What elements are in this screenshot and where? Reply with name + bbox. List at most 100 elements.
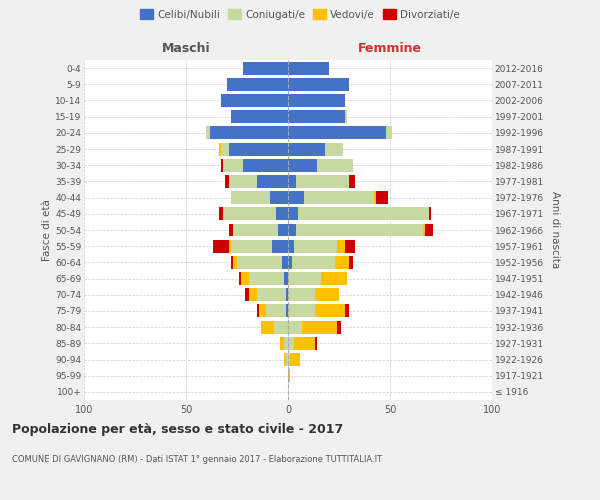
Bar — [218, 142, 221, 156]
Bar — [386, 126, 392, 140]
Bar — [314, 288, 339, 301]
Bar — [212, 240, 229, 252]
Bar — [288, 175, 296, 188]
Bar — [284, 337, 288, 350]
Bar — [337, 240, 345, 252]
Bar — [218, 208, 223, 220]
Bar — [221, 159, 223, 172]
Bar — [221, 94, 288, 107]
Bar — [345, 304, 349, 318]
Bar — [286, 304, 288, 318]
Bar — [262, 320, 274, 334]
Bar — [257, 175, 288, 188]
Bar — [425, 224, 433, 236]
Bar — [290, 353, 300, 366]
Bar — [288, 320, 302, 334]
Bar — [345, 110, 347, 123]
Bar — [288, 256, 292, 269]
Bar — [225, 175, 229, 188]
Bar — [206, 126, 211, 140]
Bar — [245, 288, 249, 301]
Bar — [296, 224, 422, 236]
Text: COMUNE DI GAVIGNANO (RM) - Dati ISTAT 1° gennaio 2017 - Elaborazione TUTTITALIA.: COMUNE DI GAVIGNANO (RM) - Dati ISTAT 1°… — [12, 455, 382, 464]
Bar — [296, 175, 349, 188]
Bar — [288, 304, 314, 318]
Bar — [304, 191, 374, 204]
Bar — [335, 256, 349, 269]
Bar — [317, 159, 353, 172]
Bar — [223, 159, 243, 172]
Bar — [292, 256, 335, 269]
Bar — [241, 272, 249, 285]
Bar — [257, 304, 259, 318]
Bar — [223, 208, 276, 220]
Bar — [280, 337, 284, 350]
Bar — [276, 208, 288, 220]
Bar — [288, 353, 290, 366]
Bar — [320, 272, 347, 285]
Bar — [211, 126, 288, 140]
Bar — [237, 256, 282, 269]
Bar — [294, 240, 337, 252]
Bar — [249, 288, 257, 301]
Y-axis label: Fasce di età: Fasce di età — [42, 199, 52, 261]
Bar — [269, 191, 288, 204]
Bar — [288, 240, 294, 252]
Bar — [257, 288, 286, 301]
Bar — [231, 256, 233, 269]
Bar — [314, 337, 317, 350]
Bar — [233, 256, 237, 269]
Bar — [288, 126, 386, 140]
Bar — [284, 353, 286, 366]
Bar — [286, 353, 288, 366]
Bar — [259, 304, 266, 318]
Bar — [249, 272, 284, 285]
Bar — [274, 320, 288, 334]
Bar — [243, 62, 288, 74]
Bar — [284, 272, 288, 285]
Bar — [349, 175, 355, 188]
Bar — [229, 175, 257, 188]
Bar — [314, 304, 345, 318]
Bar — [229, 224, 233, 236]
Bar — [229, 240, 231, 252]
Bar — [349, 256, 353, 269]
Bar — [288, 78, 349, 91]
Bar — [345, 240, 355, 252]
Bar — [239, 272, 241, 285]
Bar — [272, 240, 288, 252]
Bar — [288, 369, 290, 382]
Bar — [337, 320, 341, 334]
Bar — [422, 224, 425, 236]
Bar — [288, 110, 345, 123]
Bar — [374, 191, 376, 204]
Legend: Celibi/Nubili, Coniugati/e, Vedovi/e, Divorziati/e: Celibi/Nubili, Coniugati/e, Vedovi/e, Di… — [136, 5, 464, 24]
Bar — [221, 142, 229, 156]
Text: Maschi: Maschi — [161, 42, 211, 55]
Bar — [227, 78, 288, 91]
Bar — [231, 191, 269, 204]
Bar — [376, 191, 388, 204]
Bar — [288, 208, 298, 220]
Text: Popolazione per età, sesso e stato civile - 2017: Popolazione per età, sesso e stato civil… — [12, 422, 343, 436]
Bar — [282, 256, 288, 269]
Bar — [429, 208, 431, 220]
Bar — [288, 159, 317, 172]
Bar — [288, 142, 325, 156]
Bar — [298, 208, 429, 220]
Bar — [286, 288, 288, 301]
Bar — [231, 240, 272, 252]
Bar — [325, 142, 343, 156]
Bar — [266, 304, 286, 318]
Bar — [302, 320, 337, 334]
Bar — [233, 224, 278, 236]
Bar — [294, 337, 314, 350]
Bar — [288, 191, 304, 204]
Text: Femmine: Femmine — [358, 42, 422, 55]
Bar — [288, 288, 314, 301]
Y-axis label: Anni di nascita: Anni di nascita — [550, 192, 560, 268]
Bar — [288, 272, 320, 285]
Bar — [288, 337, 294, 350]
Bar — [288, 224, 296, 236]
Bar — [278, 224, 288, 236]
